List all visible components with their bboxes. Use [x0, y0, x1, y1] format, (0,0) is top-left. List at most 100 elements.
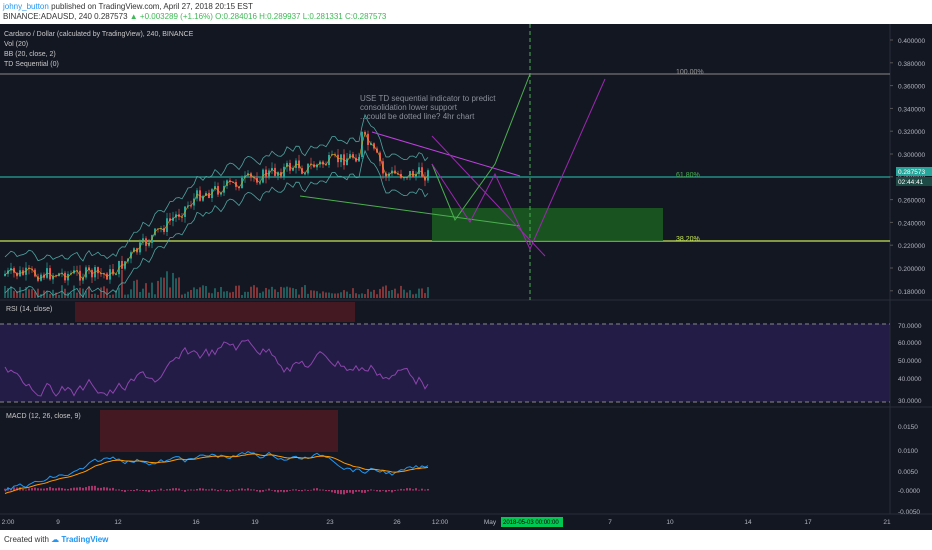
macd-hist-bar — [379, 490, 381, 492]
macd-hist-bar — [268, 488, 270, 491]
macd-hist-bar — [43, 488, 45, 491]
rsi-axis-label: 70.0000 — [898, 323, 922, 330]
macd-signal-line — [4, 453, 429, 494]
macd-hist-bar — [385, 490, 387, 493]
macd-hist-bar — [25, 489, 27, 491]
volume-bar — [238, 285, 240, 298]
macd-hist-bar — [133, 490, 135, 492]
volume-bar — [22, 293, 24, 298]
macd-axis-label: -0.0050 — [898, 509, 920, 516]
annotation-line-2[interactable]: consolidation lower support — [360, 103, 457, 112]
macd-hist-bar — [136, 489, 138, 491]
macd-hist-bar — [127, 489, 129, 491]
rsi-axis-label: 30.0000 — [898, 398, 922, 405]
volume-bar — [397, 293, 399, 298]
volume-bar — [262, 291, 264, 298]
macd-hist-bar — [199, 488, 201, 491]
volume-bar — [73, 285, 75, 298]
price-axis-label: 0.360000 — [898, 84, 925, 91]
macd-hist-bar — [271, 490, 273, 491]
volume-bar — [28, 289, 30, 298]
tradingview-brand[interactable]: TradingView — [61, 535, 109, 544]
annotation-line-1[interactable]: USE TD sequential indicator to predict — [360, 94, 496, 103]
author-link[interactable]: johny_button — [3, 2, 49, 11]
volume-bar — [82, 288, 84, 298]
macd-hist-bar — [52, 488, 54, 491]
tradingview-logo-icon[interactable]: ☁ — [51, 535, 60, 544]
price-chart-canvas[interactable]: 0.400000 0.380000 0.360000 0.340000 0.320000… — [0, 24, 932, 530]
volume-bar — [184, 293, 186, 298]
macd-hist-bar — [391, 490, 393, 493]
macd-hist-bar — [175, 488, 177, 491]
macd-hist-bar — [82, 487, 84, 491]
volume-bar — [304, 285, 306, 298]
macd-legend[interactable]: MACD (12, 26, close, 9) — [6, 413, 81, 420]
volume-bar — [145, 283, 147, 298]
td-sequential-legend[interactable]: TD Sequential (0) — [4, 61, 59, 68]
annotation-line-3[interactable]: ...could be dotted line? 4hr chart — [360, 112, 475, 121]
rsi-legend[interactable]: RSI (14, close) — [6, 306, 53, 313]
macd-hist-bar — [121, 490, 123, 492]
bollinger-legend[interactable]: BB (20, close, 2) — [4, 51, 56, 58]
volume-bar — [109, 294, 111, 298]
macd-hist-bar — [37, 488, 39, 491]
fib-618-label: 61.80% — [676, 172, 700, 179]
volume-bar — [175, 278, 177, 298]
volume-bar — [7, 288, 9, 298]
volume-bar — [403, 289, 405, 298]
macd-axis-label: -0.0000 — [898, 488, 920, 495]
candle-body — [100, 273, 102, 275]
macd-hist-bar — [217, 490, 219, 492]
volume-bar — [103, 286, 105, 298]
volume-bar — [115, 290, 117, 298]
time-crosshair-label: 2018-05-03 00:00:00 — [503, 520, 559, 526]
macd-hist-bar — [196, 489, 198, 491]
macd-hist-bar — [313, 488, 315, 491]
macd-hist-bar — [286, 490, 288, 492]
macd-hist-bar — [169, 488, 171, 491]
volume-bar — [244, 291, 246, 298]
volume-bar — [382, 286, 384, 298]
chart-area[interactable]: 0.400000 0.380000 0.360000 0.340000 0.320000… — [0, 24, 932, 530]
countdown-value: 02:44:41 — [898, 179, 924, 186]
macd-hist-bar — [178, 488, 180, 491]
volume-bar — [406, 292, 408, 298]
volume-bar — [310, 290, 312, 298]
volume-bar — [364, 294, 366, 298]
current-price-value: 0.287573 — [898, 169, 925, 176]
volume-bar — [334, 293, 336, 298]
macd-hist-bar — [388, 490, 390, 492]
time-axis-label: 7 — [608, 519, 612, 526]
alt-projection — [431, 78, 606, 251]
time-axis-label: 21 — [883, 519, 891, 526]
volume-bar — [199, 287, 201, 298]
volume-bar — [100, 287, 102, 298]
volume-bar — [394, 288, 396, 298]
volume-bar — [289, 287, 291, 298]
bb-upper-band — [4, 113, 429, 262]
time-axis-label: 26 — [393, 519, 401, 526]
volume-bar — [226, 291, 228, 298]
volume-bar — [166, 271, 168, 298]
macd-hist-bar — [49, 486, 51, 491]
volume-bar — [55, 292, 57, 298]
volume-bar — [367, 289, 369, 298]
volume-bar — [379, 288, 381, 298]
macd-hist-bar — [115, 489, 117, 491]
volume-bar — [46, 291, 48, 298]
price-axis-label: 0.300000 — [898, 152, 925, 159]
macd-hist-bar — [64, 488, 66, 491]
current-price-tag — [896, 167, 932, 176]
volume-bar — [25, 287, 27, 298]
macd-hist-bar — [238, 488, 240, 491]
volume-legend[interactable]: Vol (20) — [4, 41, 29, 48]
bullish-projection — [431, 73, 531, 222]
macd-hist-bar — [46, 488, 48, 491]
time-axis-label: 23 — [326, 519, 334, 526]
volume-bar — [331, 293, 333, 298]
macd-hist-bar — [280, 490, 282, 492]
macd-hist-bar — [295, 489, 297, 491]
volume-bar — [250, 286, 252, 298]
rsi-axis-label: 50.0000 — [898, 358, 922, 365]
symbol-label: BINANCE:ADAUSD, 240 — [3, 12, 92, 21]
